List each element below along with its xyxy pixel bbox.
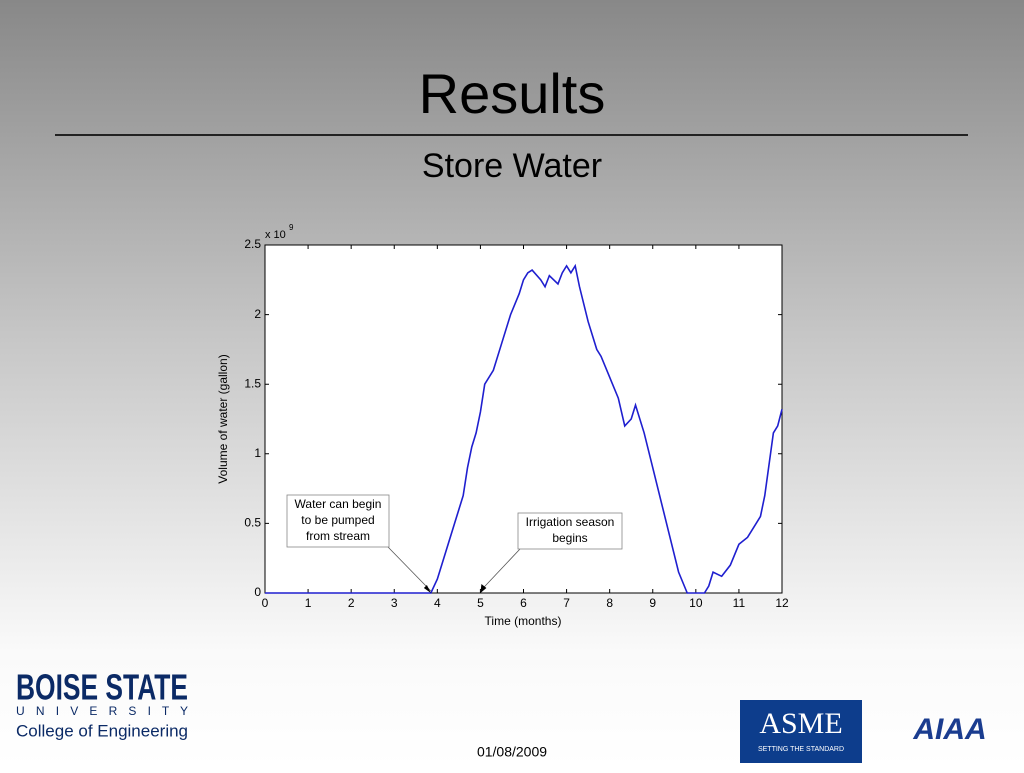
annotation-box — [286, 494, 390, 548]
y-tick-label: 1 — [254, 446, 261, 460]
y-tick-label: 0.5 — [244, 516, 261, 530]
annotation-text: from stream — [306, 529, 370, 543]
x-tick-label: 7 — [563, 596, 570, 610]
date: 01/08/2009 — [477, 744, 547, 760]
x-tick-label: 6 — [520, 596, 527, 610]
y-tick-label: 1.5 — [244, 376, 261, 390]
annotation-text: Water can begin — [295, 497, 382, 511]
logo-university: U N I V E R S I T Y — [16, 704, 188, 718]
annotation-arrow — [480, 548, 521, 592]
data-line — [265, 263, 783, 594]
slide-title: Results — [419, 62, 606, 125]
y-axis-label: Volume of water (gallon) — [216, 354, 230, 483]
annotation-text: Irrigation season — [526, 515, 615, 529]
x-tick-label: 2 — [348, 596, 355, 610]
x-tick-label: 1 — [305, 596, 312, 610]
x-tick-label: 3 — [391, 596, 398, 610]
y-tick-label: 2.5 — [244, 237, 261, 251]
boise-logo: BOISE STATE U N I V E R S I T Y College … — [16, 667, 188, 741]
logo-college: College of Engineering — [16, 721, 188, 740]
annotation-text: begins — [552, 531, 587, 545]
annotation-text: to be pumped — [301, 513, 374, 527]
x-axis-label: Time (months) — [485, 614, 562, 628]
asme-box — [740, 700, 862, 763]
y-multiplier-exponent: 9 — [289, 223, 294, 232]
annotation-arrowhead — [423, 585, 431, 593]
aiaa-logo: AIAA — [912, 713, 986, 746]
slide-subtitle: Store Water — [422, 147, 602, 185]
y-tick-label: 0 — [254, 585, 261, 599]
annotation-arrowhead — [480, 584, 487, 593]
x-tick-label: 5 — [477, 596, 484, 610]
asme-name: ASME — [759, 707, 842, 740]
asme-logo: ASME SETTING THE STANDARD — [740, 700, 862, 763]
x-tick-label: 10 — [689, 596, 703, 610]
annotation-arrow — [387, 546, 432, 592]
x-tick-label: 8 — [606, 596, 613, 610]
x-tick-label: 4 — [434, 596, 441, 610]
y-tick-label: 2 — [254, 307, 261, 321]
x-tick-label: 12 — [775, 596, 789, 610]
y-multiplier: x 10 — [265, 229, 286, 241]
x-tick-label: 0 — [262, 596, 269, 610]
annotation-box — [517, 512, 623, 550]
asme-tagline: SETTING THE STANDARD — [758, 746, 844, 753]
logo-name: BOISE STATE — [16, 667, 188, 708]
x-tick-label: 11 — [733, 596, 746, 610]
x-tick-label: 9 — [649, 596, 656, 610]
